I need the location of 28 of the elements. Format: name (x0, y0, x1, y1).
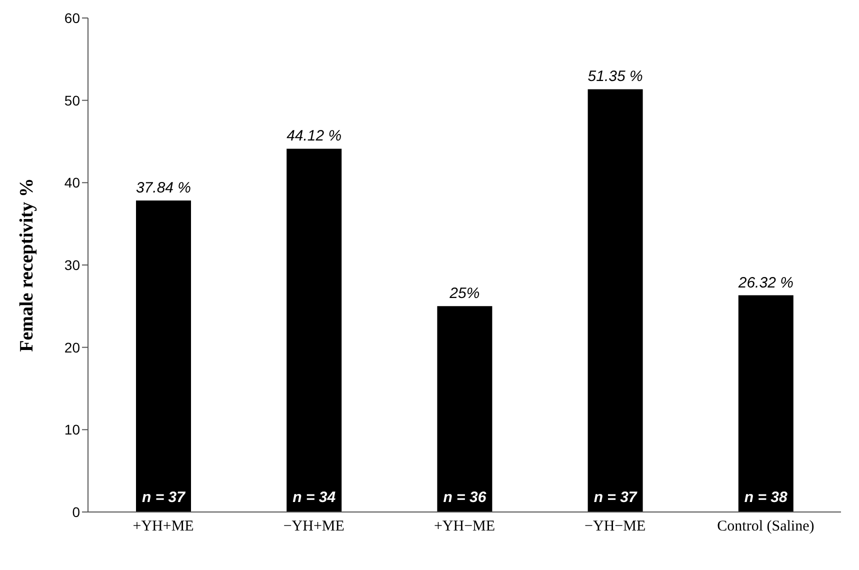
annotation: n = 38 (744, 489, 788, 506)
bar (286, 148, 342, 512)
data-label: 26.32 % (737, 274, 794, 292)
annotation: n = 34 (292, 489, 336, 506)
x-tick-label: Control (Saline) (717, 518, 814, 535)
annotation: n = 37 (594, 489, 638, 506)
bar (437, 306, 492, 512)
y-tick-label: 50 (64, 92, 80, 108)
x-tick-label: −YH−ME (584, 518, 646, 535)
x-tick-label: −YH+ME (283, 518, 344, 535)
x-tick-label: +YH+ME (132, 518, 194, 535)
data-label: 25% (448, 285, 480, 302)
bar (588, 89, 643, 512)
y-tick-label: 0 (72, 504, 80, 520)
annotation: n = 36 (443, 489, 487, 506)
y-tick-label: 40 (64, 174, 80, 191)
annotation: n = 37 (142, 489, 186, 506)
data-label: 51.35 % (588, 68, 643, 86)
bar (136, 200, 191, 512)
y-axis-title: Female receptivity % (16, 178, 38, 352)
data-label: 37.84 % (136, 179, 192, 196)
x-tick-label: +YH−ME (434, 518, 496, 535)
y-tick-label: 30 (64, 256, 80, 273)
y-tick-label: 60 (64, 10, 80, 26)
y-tick-label: 10 (64, 422, 80, 438)
data-label: 44.12 % (286, 128, 342, 145)
y-tick-label: 20 (64, 339, 80, 356)
bar (738, 295, 794, 512)
